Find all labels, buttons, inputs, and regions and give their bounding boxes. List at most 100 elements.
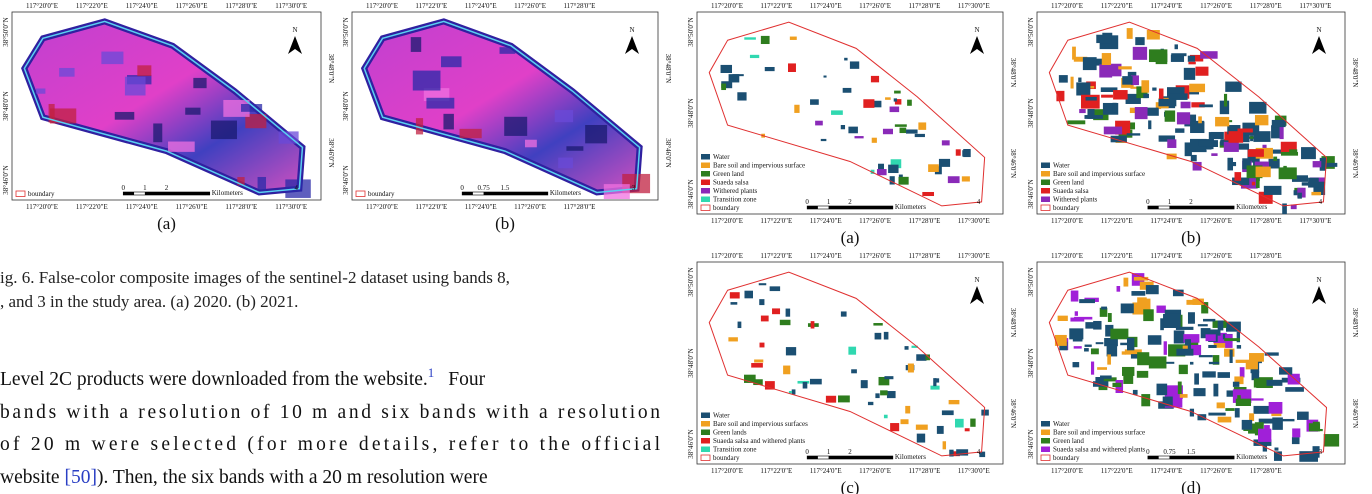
land-patch xyxy=(884,376,893,379)
legend-label: Withered plants xyxy=(713,187,758,195)
land-patch xyxy=(1233,382,1239,387)
land-patch xyxy=(728,337,738,341)
land-patch xyxy=(1209,362,1219,364)
legend-label: Green land xyxy=(1053,179,1084,187)
longitude-label: 117°20'0"E xyxy=(1051,217,1083,225)
latitude-label: 38°48'0"N xyxy=(1009,308,1017,337)
land-patch xyxy=(1070,318,1084,322)
scale-label: 2 xyxy=(848,198,852,206)
longitude-label: 117°28'0"E xyxy=(1250,217,1282,225)
land-patch xyxy=(1121,303,1134,313)
footnote-ref[interactable]: 1 xyxy=(428,365,435,380)
land-patch xyxy=(1075,311,1078,316)
latitude-label: 38°48'0"N xyxy=(687,98,695,127)
land-patch xyxy=(1085,345,1092,347)
legend-swatch xyxy=(701,455,710,461)
legend-swatch xyxy=(701,171,710,177)
land-patch xyxy=(1266,380,1282,386)
panel-label: (c) xyxy=(841,478,860,494)
legend-swatch xyxy=(701,421,710,427)
latitude-label: 38°46'0"N xyxy=(327,138,335,167)
image-patch xyxy=(36,88,45,93)
land-patch xyxy=(1324,434,1339,446)
land-patch xyxy=(884,415,888,419)
land-patch xyxy=(1069,328,1083,339)
legend-label: boundary xyxy=(713,204,740,212)
longitude-label: 117°30'0"E xyxy=(958,2,990,10)
legend-label: Bare soil and impervious surface xyxy=(1053,429,1145,437)
land-patch xyxy=(906,129,918,133)
latitude-label: 38°48'0"N xyxy=(2,91,10,120)
longitude-label: 117°28'0"E xyxy=(908,252,940,260)
land-patch xyxy=(907,100,912,106)
land-patch xyxy=(922,192,934,196)
legend-swatch xyxy=(1041,205,1050,211)
panel-label: (a) xyxy=(841,228,860,247)
land-patch xyxy=(1179,365,1188,374)
latitude-label: 38°50'0"N xyxy=(687,267,695,296)
land-patch xyxy=(1188,62,1195,65)
land-patch xyxy=(731,302,738,305)
land-patch xyxy=(900,419,908,424)
longitude-label: 117°22'0"E xyxy=(760,467,792,475)
legend-label: Water xyxy=(1053,162,1070,170)
scale-bar-fill xyxy=(807,456,818,459)
land-patch xyxy=(1218,417,1232,423)
land-patch xyxy=(1264,186,1282,195)
land-patch xyxy=(1224,349,1234,357)
land-patch xyxy=(939,159,950,167)
image-patch xyxy=(168,142,195,152)
longitude-label: 117°28'0"E xyxy=(908,467,940,475)
legend-label: Withered plants xyxy=(1053,196,1098,204)
land-patch xyxy=(1112,383,1121,387)
scale-label: 0 xyxy=(121,184,125,192)
map-panel: 117°20'0"E117°22'0"E117°24'0"E117°26'0"E… xyxy=(687,2,1017,225)
text-run: ). Then, the six bands with a 20 m resol… xyxy=(97,467,488,488)
scale-label: 0.75 xyxy=(1163,448,1176,456)
image-patch xyxy=(585,125,607,143)
legend-label: boundary xyxy=(368,190,395,198)
land-patch xyxy=(1292,428,1300,437)
land-patch xyxy=(1158,99,1176,106)
land-patch xyxy=(1067,120,1085,124)
citation-link[interactable]: [50] xyxy=(64,467,97,488)
land-patch xyxy=(1093,321,1101,330)
land-patch xyxy=(1127,28,1133,39)
latitude-label: 38°50'0"N xyxy=(342,17,350,46)
scale-label: Kilometers xyxy=(212,189,243,197)
land-patch xyxy=(850,61,859,68)
land-patch xyxy=(1135,37,1144,45)
land-patch xyxy=(1258,429,1271,442)
land-patch xyxy=(877,169,887,175)
land-patch xyxy=(1076,82,1090,95)
longitude-label: 117°20'0"E xyxy=(711,467,743,475)
land-patch xyxy=(1108,313,1112,322)
longitude-label: 117°28'0"E xyxy=(563,203,595,211)
land-patch xyxy=(1249,102,1266,114)
legend-label: Green land xyxy=(1053,437,1084,445)
land-patch xyxy=(765,67,775,71)
land-patch xyxy=(824,76,827,78)
land-patch xyxy=(1109,64,1121,77)
land-patch xyxy=(1164,341,1167,355)
longitude-label: 117°24'0"E xyxy=(810,217,842,225)
land-patch xyxy=(1188,56,1195,62)
land-patch xyxy=(1256,167,1271,178)
land-patch xyxy=(848,347,856,355)
legend-swatch xyxy=(701,413,710,419)
paper-page: ig. 6. False-color composite images of t… xyxy=(0,0,1372,494)
image-patch xyxy=(555,110,573,122)
land-patch xyxy=(1149,356,1167,368)
legend-swatch xyxy=(16,191,25,197)
scale-bar-fill xyxy=(1169,206,1234,209)
land-patch xyxy=(899,177,909,185)
longitude-label: 117°24'0"E xyxy=(810,467,842,475)
land-patch xyxy=(1087,109,1094,119)
land-patch xyxy=(1218,372,1230,378)
land-patch xyxy=(848,127,857,134)
land-patch xyxy=(1058,316,1068,321)
figure-caption: ig. 6. False-color composite images of t… xyxy=(0,268,510,287)
image-patch xyxy=(411,37,421,52)
land-patch xyxy=(1102,53,1111,65)
